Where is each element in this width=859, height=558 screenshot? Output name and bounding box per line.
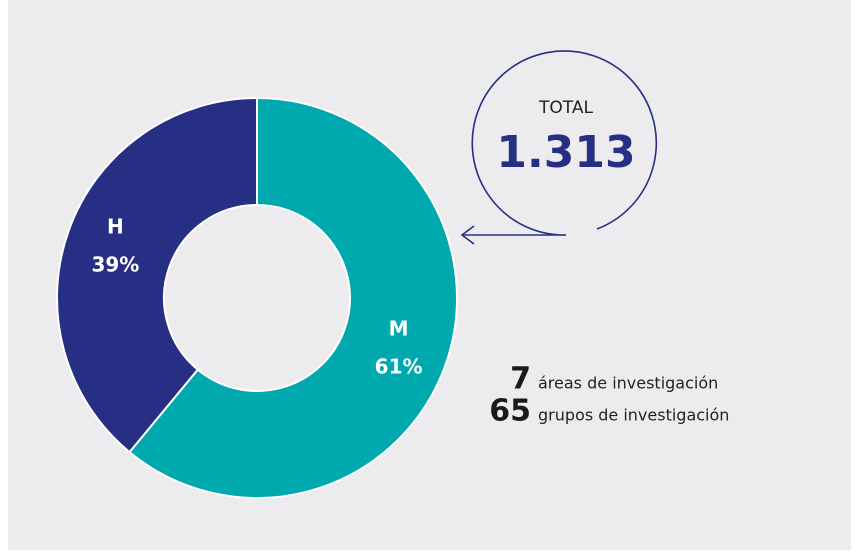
stat-number: 65	[489, 394, 531, 429]
value-label: 61%	[375, 354, 423, 378]
stat-text: áreas de investigación	[538, 374, 718, 393]
stat-number: 7	[510, 362, 531, 397]
donut-slice	[56, 96, 258, 454]
value-label: 39%	[91, 253, 139, 277]
category-label: H	[107, 215, 124, 239]
category-label: M	[389, 316, 409, 340]
donut-slice	[128, 96, 458, 499]
total-label: TOTAL	[538, 98, 593, 118]
stat-text: grupos de investigación	[538, 406, 729, 425]
donut	[56, 96, 458, 499]
callout-circle	[462, 50, 658, 236]
total-value: 1.313	[496, 127, 635, 178]
callout-arrow	[460, 225, 475, 245]
